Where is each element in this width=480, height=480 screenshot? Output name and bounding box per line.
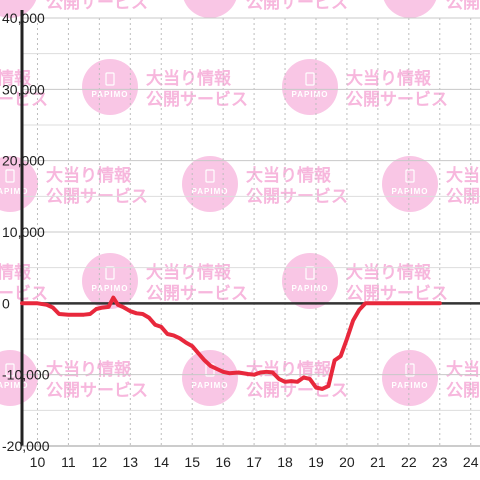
phone-icon (105, 72, 115, 86)
phone-icon (305, 266, 315, 280)
watermark-line2: 公開サービス (0, 90, 48, 109)
phone-icon (105, 266, 115, 280)
watermark-line2: 公開サービス (246, 0, 348, 12)
watermark-line2: 公開サービス (146, 284, 248, 303)
watermark-line2: 公開サービス (446, 381, 480, 400)
watermark-brand: PAPIMO (92, 284, 129, 293)
x-tick-label: 14 (153, 454, 169, 470)
phone-icon (5, 169, 15, 183)
watermark-logo (182, 350, 238, 406)
series-line-path (20, 295, 442, 391)
watermark-layer: PAPIMO大当り情報公開サービスPAPIMO大当り情報公開サービスPAPIMO… (0, 0, 480, 406)
watermark-line1: 大当り情報 (146, 68, 232, 88)
watermark-logo (82, 59, 138, 115)
watermark-line2: 公開サービス (246, 381, 348, 400)
x-tick-label: 21 (370, 454, 386, 470)
watermark-line2: 公開サービス (0, 284, 48, 303)
watermark-brand: PAPIMO (292, 90, 329, 99)
watermark-line1: 大当り情報 (246, 359, 332, 379)
watermark-brand: PAPIMO (0, 187, 28, 196)
watermark-logo (82, 253, 138, 309)
watermark-line1: 大当り情報 (446, 165, 480, 185)
x-tick-label: 12 (92, 454, 108, 470)
phone-icon (305, 72, 315, 86)
x-tick-label: 24 (463, 454, 479, 470)
watermark-brand: PAPIMO (392, 0, 429, 2)
watermark-line2: 公開サービス (346, 284, 448, 303)
phone-icon (205, 169, 215, 183)
phone-icon (405, 169, 415, 183)
watermark-brand: PAPIMO (0, 0, 28, 2)
watermark-line1: 大当り情報 (46, 359, 132, 379)
watermark-logo (182, 156, 238, 212)
x-tick-label: 11 (61, 454, 76, 470)
x-tick-label: 10 (30, 454, 46, 470)
x-tick-label: 23 (432, 454, 448, 470)
watermark-line1: 大当り情報 (346, 68, 432, 88)
watermark-logo (382, 156, 438, 212)
watermark-logo (183, 0, 237, 18)
watermark-logo (282, 59, 338, 115)
watermark-brand: PAPIMO (0, 381, 28, 390)
watermark-line2: 公開サービス (46, 381, 148, 400)
watermark-brand: PAPIMO (192, 381, 229, 390)
watermark-brand: PAPIMO (292, 284, 329, 293)
watermark-brand: PAPIMO (392, 381, 429, 390)
x-tick-label: 15 (184, 454, 200, 470)
watermark-line1: 大当り情報 (0, 68, 32, 88)
watermark-line1: 大当り情報 (446, 359, 480, 379)
watermark-brand: PAPIMO (192, 187, 229, 196)
x-tick-label: 13 (123, 454, 139, 470)
watermark-brand: PAPIMO (92, 90, 129, 99)
watermark-logo (383, 0, 437, 18)
watermark-brand: PAPIMO (192, 0, 229, 2)
y-tick-label: -20,000 (2, 438, 50, 454)
watermark-line2: 公開サービス (446, 0, 480, 12)
tick-labels: 40,00030,00020,00010,0000-10,000-20,0001… (2, 10, 479, 470)
y-tick-label: -10,000 (2, 367, 50, 383)
x-tick-label: 18 (277, 454, 293, 470)
x-tick-label: 19 (308, 454, 324, 470)
y-tick-label: 0 (2, 295, 10, 311)
watermark-line1: 大当り情報 (146, 262, 232, 282)
watermark-line1: 大当り情報 (46, 165, 132, 185)
watermark-logo (382, 350, 438, 406)
y-tick-label: 20,000 (2, 153, 45, 169)
watermark-line1: 大当り情報 (346, 262, 432, 282)
watermark-brand: PAPIMO (392, 187, 429, 196)
y-tick-label: 30,000 (2, 81, 45, 97)
grid (22, 17, 480, 447)
phone-icon (5, 363, 15, 377)
series-line (20, 295, 442, 391)
x-tick-label: 22 (401, 454, 417, 470)
watermark-line2: 公開サービス (346, 90, 448, 109)
watermark-logo (0, 0, 37, 18)
watermark-line1: 大当り情報 (246, 165, 332, 185)
phone-icon (405, 363, 415, 377)
y-tick-label: 40,000 (2, 10, 45, 26)
watermark-line1: 大当り情報 (0, 262, 32, 282)
x-tick-label: 16 (215, 454, 231, 470)
y-tick-label: 10,000 (2, 224, 45, 240)
watermark-line2: 公開サービス (146, 90, 248, 109)
watermark-logo (282, 253, 338, 309)
x-tick-label: 20 (339, 454, 355, 470)
watermark-line2: 公開サービス (46, 0, 148, 12)
x-tick-label: 17 (246, 454, 262, 470)
